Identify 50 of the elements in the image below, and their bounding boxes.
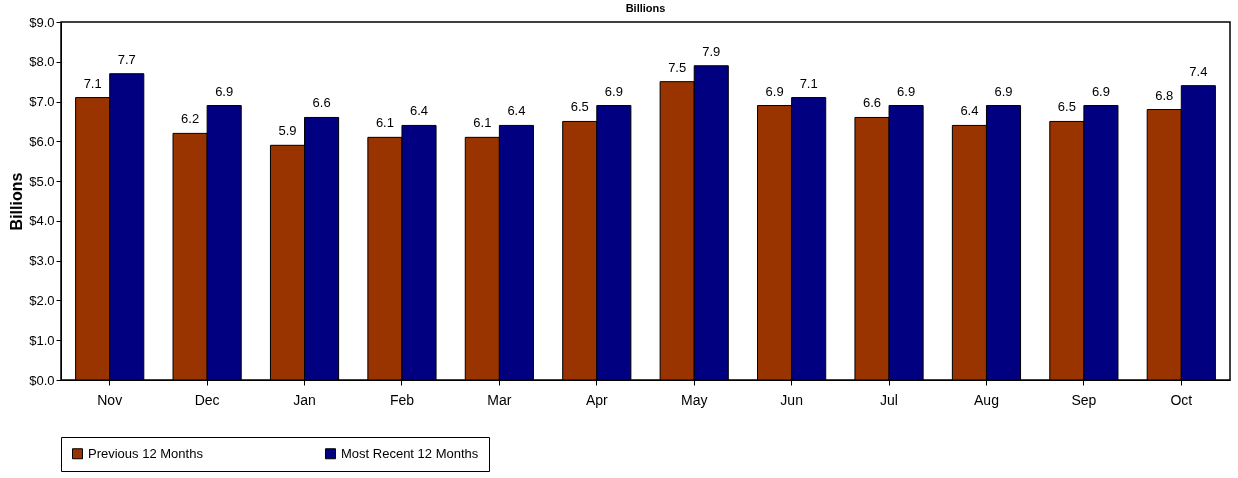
x-tick-label: Aug <box>974 391 999 408</box>
x-tick-label: Nov <box>97 391 123 408</box>
x-tick-label: Mar <box>487 391 512 408</box>
data-label: 7.1 <box>799 75 818 91</box>
legend-label: Most Recent 12 Months <box>341 445 479 461</box>
data-label: 6.8 <box>1155 87 1174 103</box>
x-tick-label: Apr <box>585 391 609 408</box>
chart-title: Billions <box>625 2 666 14</box>
legend-label: Previous 12 Months <box>88 445 204 461</box>
data-label: 6.9 <box>215 83 234 99</box>
data-label: 6.2 <box>181 111 200 127</box>
y-tick-label: $0.0 <box>29 372 55 388</box>
y-tick-label: $6.0 <box>29 133 55 149</box>
y-tick-label: $2.0 <box>29 292 55 308</box>
data-label: 6.6 <box>862 95 882 111</box>
data-label: 5.9 <box>278 123 297 139</box>
data-label: 6.4 <box>960 103 979 119</box>
y-axis-title: Billions <box>8 172 26 231</box>
y-tick-label: $7.0 <box>29 94 55 110</box>
data-label: 6.4 <box>507 103 526 119</box>
data-label: 7.1 <box>83 75 102 91</box>
data-label: 6.1 <box>473 115 492 131</box>
x-tick-label: Jun <box>780 391 803 408</box>
data-label: 6.9 <box>604 83 623 99</box>
data-label: 6.9 <box>765 83 784 99</box>
y-tick-label: $8.0 <box>29 54 55 70</box>
x-tick-label: Jul <box>880 391 898 408</box>
y-tick-label: $1.0 <box>29 332 55 348</box>
data-label: 6.9 <box>1091 83 1110 99</box>
x-tick-label: Feb <box>389 391 415 408</box>
y-tick-label: $4.0 <box>29 213 55 229</box>
data-label: 6.1 <box>375 115 394 131</box>
data-label: 7.4 <box>1189 63 1208 79</box>
data-label: 6.4 <box>409 103 429 119</box>
data-label: 6.6 <box>312 95 331 111</box>
x-tick-label: Dec <box>194 391 220 408</box>
y-tick-label: $9.0 <box>29 14 55 30</box>
data-label: 7.7 <box>117 51 136 67</box>
data-label: 6.9 <box>897 83 916 99</box>
x-tick-label: Sep <box>1071 391 1097 408</box>
x-tick-label: Jan <box>293 391 316 408</box>
y-tick-label: $5.0 <box>29 173 55 189</box>
x-tick-label: Oct <box>1170 391 1193 408</box>
data-label: 6.9 <box>994 83 1013 99</box>
y-tick-label: $3.0 <box>29 253 55 269</box>
data-label: 7.9 <box>702 43 721 59</box>
x-tick-label: May <box>680 391 708 408</box>
data-label: 7.5 <box>668 59 687 75</box>
data-label: 6.5 <box>1057 99 1076 115</box>
data-label: 6.5 <box>570 99 589 115</box>
